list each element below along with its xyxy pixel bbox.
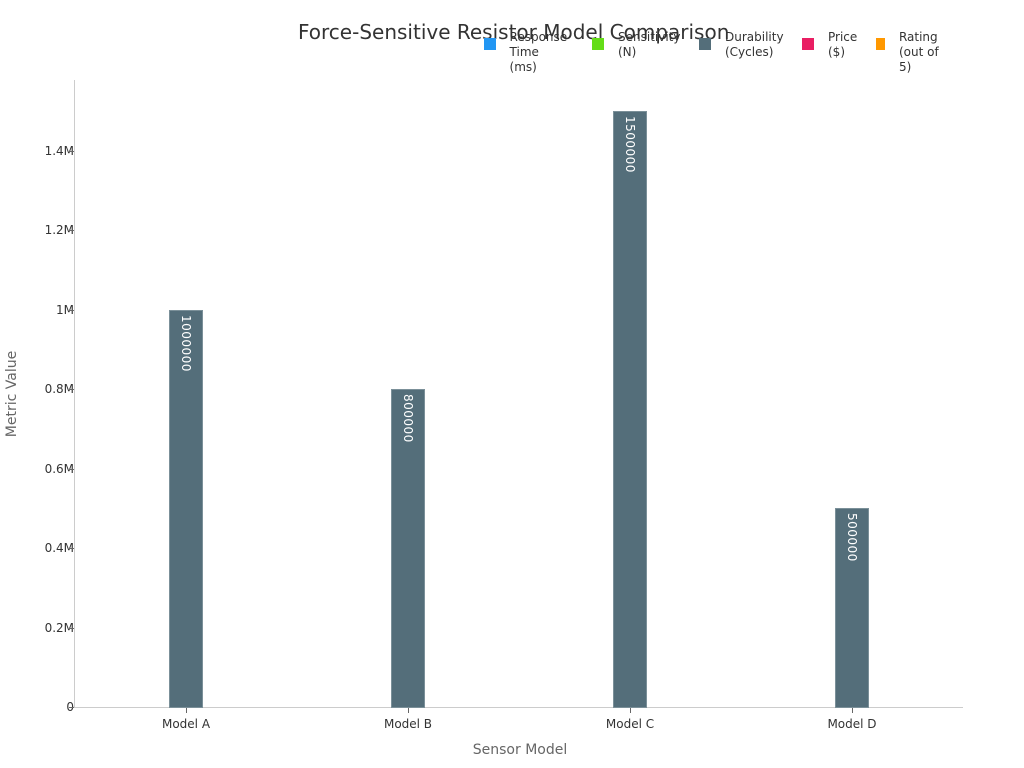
legend-item-response-time[interactable]: Response Time (ms): [484, 30, 568, 75]
y-tick-label: 0.6M: [44, 461, 74, 476]
y-tick-mark: [69, 230, 74, 232]
legend-swatch-icon: [802, 38, 814, 50]
y-tick-mark: [69, 468, 74, 470]
x-tick-mark: [852, 708, 853, 713]
x-tick-label: Model B: [383, 717, 433, 731]
legend-swatch-icon: [699, 38, 711, 50]
bar-value-label: 500000: [845, 513, 859, 563]
legend-item-durability[interactable]: Durability (Cycles): [699, 30, 784, 60]
y-tick-label: 0.2M: [44, 620, 74, 635]
y-tick-label: 1.4M: [44, 143, 74, 158]
x-tick-mark: [630, 708, 631, 713]
legend-label: Durability (Cycles): [725, 30, 784, 59]
y-tick-label: 0.4M: [44, 541, 74, 556]
y-axis-line: [74, 80, 75, 708]
legend-label: Price ($): [828, 30, 858, 59]
legend-item-price[interactable]: Price ($): [802, 30, 857, 60]
y-tick-mark: [69, 309, 74, 311]
chart-title: Force-Sensitive Resistor Model Compariso…: [298, 20, 730, 44]
bar-value-label: 1000000: [179, 314, 193, 372]
x-tick-mark: [408, 708, 409, 713]
x-tick-label: Model A: [161, 717, 211, 731]
bar-model-b[interactable]: 800000: [391, 389, 425, 708]
legend-item-sensitivity[interactable]: Sensitivity (N): [592, 30, 680, 60]
y-tick-label: 1M: [56, 302, 74, 317]
legend-item-rating[interactable]: Rating (out of 5): [876, 30, 941, 75]
x-tick-mark: [186, 708, 187, 713]
y-tick-label: 1.2M: [44, 223, 74, 238]
y-tick-mark: [69, 707, 74, 708]
y-tick-mark: [69, 548, 74, 550]
legend-label: Response Time (ms): [509, 30, 568, 74]
y-tick-mark: [69, 150, 74, 152]
legend-swatch-icon: [484, 38, 496, 50]
bar-model-c[interactable]: 1500000: [613, 111, 647, 708]
x-axis-line: [74, 707, 963, 708]
y-tick-label: 0.8M: [44, 382, 74, 397]
x-axis-label: Sensor Model: [472, 742, 568, 758]
legend-swatch-icon: [876, 38, 885, 50]
bar-model-a[interactable]: 1000000: [169, 309, 203, 708]
y-tick-mark: [69, 627, 74, 629]
legend-label: Sensitivity (N): [618, 30, 681, 59]
x-tick-label: Model D: [827, 717, 877, 731]
x-tick-label: Model C: [605, 717, 655, 731]
bar-model-d[interactable]: 500000: [835, 508, 869, 708]
bar-value-label: 800000: [401, 394, 415, 443]
y-axis-label: Metric Value: [4, 350, 20, 438]
y-tick-mark: [69, 389, 74, 391]
legend-label: Rating (out of 5): [898, 30, 939, 74]
legend-swatch-icon: [592, 38, 604, 50]
bar-value-label: 1500000: [623, 116, 637, 173]
